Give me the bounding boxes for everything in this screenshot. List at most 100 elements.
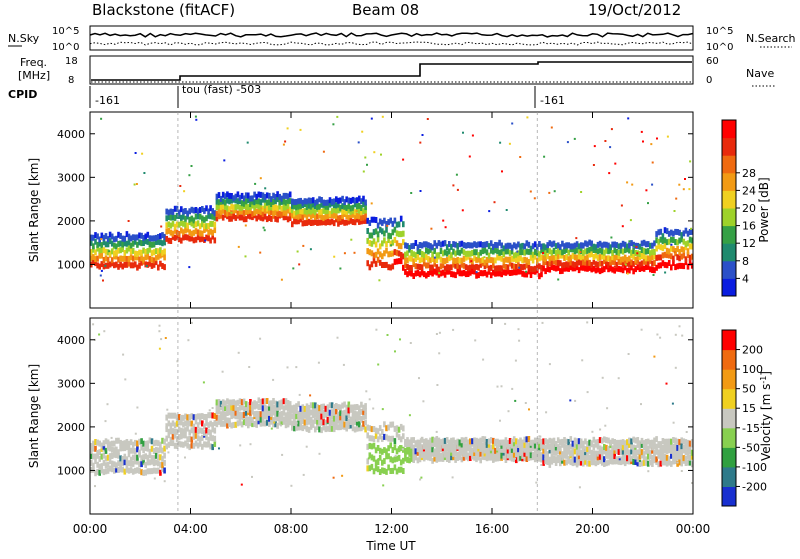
- velocity-cell-535: [314, 426, 317, 433]
- velocity-cell-215: [180, 441, 183, 448]
- velocity-cell-198: [171, 420, 175, 427]
- velocity-cell-679: [372, 426, 376, 432]
- power-cell-1373: [663, 237, 667, 244]
- velocity-cell-324: [224, 400, 227, 407]
- power-cell-32: [102, 247, 106, 254]
- velocity-cell-260: [198, 440, 202, 447]
- power-cell-841: [441, 262, 445, 269]
- power-cell-1172: [579, 254, 583, 261]
- power-cell-960: [492, 269, 495, 276]
- power-cell-773: [412, 251, 415, 258]
- power-cell-491: [295, 213, 298, 220]
- power-cell-1357: [657, 243, 660, 250]
- velocity-cell-524: [307, 404, 311, 411]
- power-cell-997: [506, 256, 510, 263]
- velocity-cell-1453: [240, 483, 243, 486]
- velocity-cell-715: [389, 468, 392, 474]
- power-cell-1130: [563, 265, 566, 272]
- velocity-cell-1499: [672, 421, 675, 424]
- power-cell-137: [146, 248, 150, 254]
- power-cell-906: [469, 264, 472, 271]
- velocity-cell-1356: [657, 452, 660, 459]
- power-cell-813: [429, 246, 432, 253]
- power-cell-904: [466, 242, 470, 249]
- velocity-cell-1272: [621, 448, 625, 455]
- power-cell-694: [378, 218, 382, 225]
- power-cell-6: [92, 254, 95, 261]
- power-cell-1561: [216, 207, 219, 210]
- velocity-cell-1075: [540, 456, 543, 463]
- velocity-cell-1395: [674, 458, 677, 465]
- power-cell-1122: [559, 252, 562, 259]
- velocity-cell-1593: [419, 438, 422, 441]
- power-cell-274: [203, 207, 206, 214]
- power-cell-1256: [615, 261, 619, 268]
- power-cell-1374: [663, 227, 667, 234]
- velocity-cell-669: [368, 425, 372, 432]
- velocity-cell-408: [259, 403, 263, 410]
- nave-label: Nave: [746, 67, 774, 80]
- velocity-cell-536: [314, 417, 317, 424]
- velocity-cell-1092: [546, 451, 549, 458]
- velocity-cell-328: [226, 404, 229, 411]
- velocity-cell-47: [108, 453, 112, 460]
- power-cell-1501: [553, 190, 556, 193]
- power-cell-829: [435, 242, 439, 249]
- velocity-cell-219: [180, 414, 183, 421]
- power-cell-1399: [674, 228, 677, 235]
- power-cell-131: [144, 254, 147, 261]
- power-cell-909: [469, 242, 472, 249]
- velocity-cell-879: [456, 438, 459, 445]
- velocity-cell-1249: [611, 438, 614, 445]
- power-cell-61: [115, 253, 118, 260]
- power-cell-929: [477, 241, 480, 248]
- station-title: Blackstone (fitACF): [92, 1, 235, 19]
- velocity-cell-1575: [408, 414, 411, 417]
- power-cell-357: [238, 204, 242, 211]
- power-cell-1041: [525, 262, 529, 269]
- velocity-cell-1185: [586, 460, 589, 467]
- velocity-cell-818: [431, 441, 434, 448]
- power-cell-708: [385, 226, 388, 233]
- power-cell-119: [138, 232, 141, 239]
- velocity-cell-345: [234, 421, 238, 428]
- velocity-cell-1201: [592, 454, 596, 461]
- velocity-cell-270: [203, 441, 206, 448]
- power-cell-1139: [565, 242, 568, 249]
- power-cell-552: [320, 208, 323, 215]
- velocity-cell-633: [353, 410, 357, 417]
- velocity-cell-1409: [678, 439, 681, 446]
- velocity-cell-169: [159, 441, 162, 448]
- velocity-cell-475: [288, 419, 292, 426]
- power-cell-655: [364, 217, 367, 224]
- power-cell-876: [456, 262, 459, 269]
- power-cell-93: [127, 239, 131, 246]
- velocity-cell-1527: [422, 400, 425, 403]
- velocity-cell-506: [301, 418, 305, 425]
- velocity-cell-1586: [451, 476, 454, 479]
- velocity-cell-1482: [381, 408, 384, 411]
- velocity-cell-195: [171, 440, 175, 447]
- power-cell-162: [157, 248, 160, 255]
- power-cell-372: [244, 203, 248, 210]
- velocity-cell-1353: [655, 443, 658, 450]
- velocity-cell-1273: [621, 444, 625, 451]
- velocity-cell-77: [121, 456, 124, 462]
- velocity-cell-657: [364, 413, 367, 419]
- velocity-cell-1466: [239, 444, 242, 447]
- power-cell-1164: [575, 241, 579, 248]
- power-cell-1186: [586, 260, 589, 267]
- power-cell-417: [263, 202, 267, 209]
- power-cell-1571: [475, 271, 478, 274]
- power-cell-1013: [512, 252, 516, 259]
- velocity-cell-733: [395, 431, 399, 438]
- power-colorbar-tick-4: 20: [742, 202, 756, 215]
- velocity-cell-915: [473, 454, 476, 461]
- velocity-cell-581: [332, 421, 336, 427]
- power-cell-769: [410, 243, 413, 250]
- velocity-cell-1471: [309, 394, 312, 397]
- velocity-cell-50: [110, 466, 114, 473]
- velocity-cell-1365: [661, 459, 665, 466]
- velocity-cell-282: [207, 428, 210, 435]
- power-cell-966: [494, 265, 497, 272]
